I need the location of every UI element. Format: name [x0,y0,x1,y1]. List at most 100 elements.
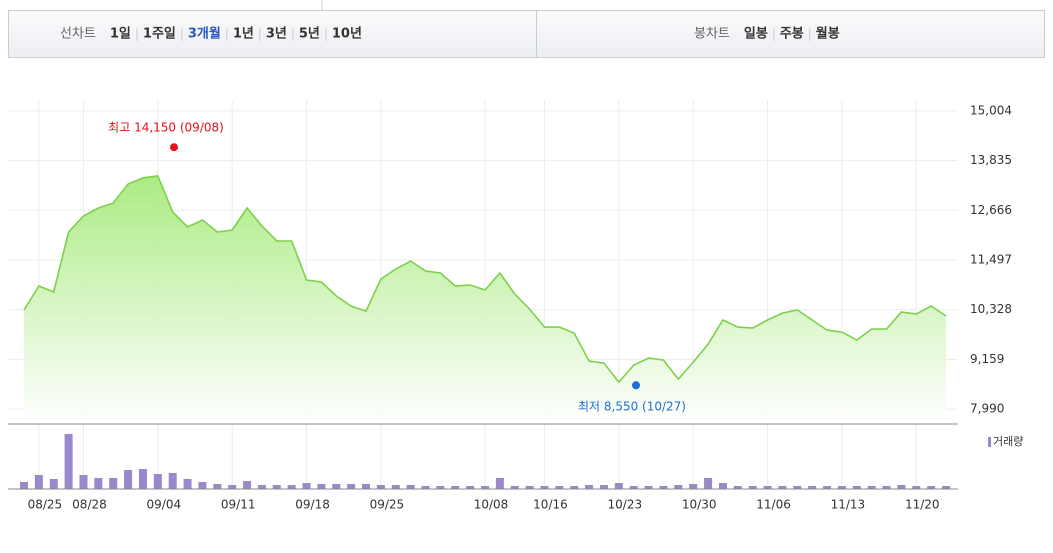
volume-bar [852,486,861,489]
period-tab[interactable]: 1주일 [143,27,176,42]
x-tick-label: 11/13 [831,498,866,512]
volume-bar [718,483,727,489]
volume-bar [257,485,266,489]
volume-bar [436,486,445,489]
volume-bar [599,485,608,489]
volume-bar [243,481,252,489]
candle-tab[interactable]: 월봉 [816,26,840,42]
volume-bar [109,478,118,489]
volume-bar [629,486,638,489]
x-tick-label: 10/23 [608,498,643,512]
volume-bar [704,478,713,489]
x-tick-label: 09/04 [147,498,182,512]
volume-bar [302,483,311,489]
x-tick-label: 11/06 [756,498,791,512]
volume-bar [525,486,534,489]
annotation-label: 최저 8,550 (10/27) [578,400,686,414]
candle-tab[interactable]: 주봉 [780,27,804,42]
volume-bar [823,486,832,489]
volume-bar [481,486,489,489]
period-tab[interactable]: 1년 [233,27,254,42]
volume-bar [495,478,504,489]
x-tick-label: 11/20 [905,498,940,512]
volume-bar [332,484,341,489]
volume-bar [183,479,192,489]
x-tick-label: 09/11 [221,498,256,512]
y-tick-label: 15,004 [970,103,1012,117]
x-tick-label: 09/18 [295,498,330,512]
period-tab[interactable]: 10년 [332,27,362,42]
volume-bar [272,485,281,489]
period-tab[interactable]: 1일 [110,27,131,42]
tab-bar [8,10,1045,58]
volume-bar [138,469,147,489]
annotation-label: 최고 14,150 (09/08) [108,121,224,135]
volume-bar [376,485,385,489]
volume-bar [837,486,846,489]
volume-bar [585,485,594,489]
x-tick-label: 09/25 [370,498,405,512]
y-tick-label: 12,666 [970,203,1012,217]
volume-bar [406,485,415,489]
volume-bar [763,486,772,489]
volume-bar [64,434,73,489]
volume-bar [79,475,88,489]
x-tick-label: 10/16 [533,498,568,512]
volume-bar [793,486,802,489]
x-tick-label: 10/08 [474,498,509,512]
x-tick-label: 10/30 [682,498,717,512]
volume-bar [124,470,133,489]
volume-bar [689,484,698,489]
volume-bar [778,486,787,489]
volume-bar [614,483,623,489]
plot: 7,990 9,159 10,328 11,497 12,666 13,835 15,004… [8,100,1023,512]
volume-bar [882,486,891,489]
volume-bar [748,486,757,489]
volume-bar [34,475,43,489]
tabs: 선차트 1일 1주일 3개월 1년 3년 5년 10년 봉차트 일봉 주봉 월봉 [60,26,840,42]
period-tab[interactable]: 3년 [266,27,287,42]
volume-bar [213,484,222,489]
volume-bar [94,478,103,489]
volume-bar [49,479,58,489]
volume-bar [570,486,579,489]
volume-bar [20,482,28,489]
candle-tab[interactable]: 일봉 [744,27,768,42]
volume-bar [927,486,936,489]
volume-bar [897,485,906,489]
volume-bar [153,474,162,489]
price-line [23,175,947,384]
x-tick-label: 08/25 [28,498,63,512]
volume-bar [228,485,237,489]
chart-type-tab[interactable]: 봉차트 [694,27,730,42]
volume-bar [540,486,549,489]
volume-bar [733,486,742,489]
volume-bar [644,486,653,489]
period-tab[interactable]: 5년 [299,27,320,42]
volume-bar [451,486,460,489]
volume-bar [942,486,950,489]
volume-bar [867,486,876,489]
legend-label: 거래량 [993,435,1023,448]
volume-bar [555,486,564,489]
y-tick-label: 7,990 [970,402,1004,416]
volume-bar [510,486,519,489]
annotation-dot [170,143,178,152]
volume-bar [287,485,296,489]
volume-bar [466,486,475,489]
volume-bar [659,486,668,489]
y-tick-label: 11,497 [970,253,1012,267]
y-tick-label: 9,159 [970,352,1004,366]
area-fill [24,175,946,424]
y-tick-label: 10,328 [970,302,1012,316]
chart-type-tab[interactable]: 선차트 [60,27,96,42]
period-tab[interactable]: 3개월 [188,26,221,42]
volume-bar [317,484,326,489]
x-tick-label: 08/28 [72,498,107,512]
volume-bar [168,473,177,489]
volume-bar [198,482,207,489]
volume-bar [347,484,356,489]
volume-bar [421,486,430,489]
volume-bar [674,485,683,489]
